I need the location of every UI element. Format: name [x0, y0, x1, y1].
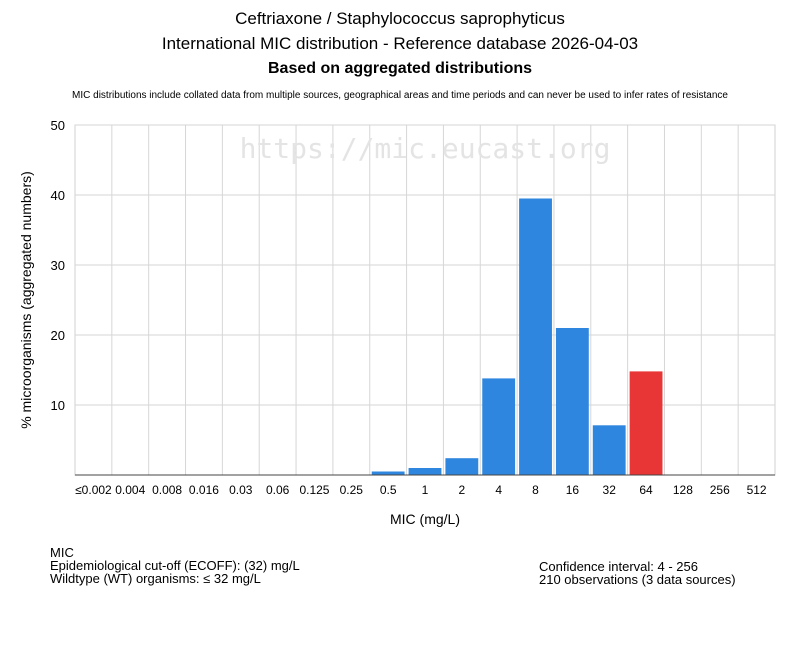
- bar-2: [445, 458, 479, 475]
- bar-8: [519, 198, 552, 475]
- bar-0.5: [371, 471, 405, 475]
- x-axis-label: MIC (mg/L): [390, 511, 460, 527]
- chart-title: Ceftriaxone / Staphylococcus saprophytic…: [235, 9, 565, 28]
- y-axis-label: % microorganisms (aggregated numbers): [18, 171, 34, 429]
- x-tick-label: 32: [603, 483, 617, 497]
- y-tick-label: 10: [51, 398, 65, 413]
- chart-basis: Based on aggregated distributions: [267, 60, 533, 77]
- x-tick-label: 8: [532, 483, 539, 497]
- footer-confidence: Confidence interval: 4 - 256: [539, 559, 698, 574]
- y-tick-label: 50: [51, 118, 65, 133]
- x-tick-label: 256: [710, 483, 730, 497]
- bar-4: [482, 378, 516, 475]
- footer-right: Confidence interval: 4 - 256 210 observa…: [539, 560, 736, 586]
- x-tick-label: 0.5: [380, 483, 397, 497]
- footer-mic-label: MIC: [50, 545, 74, 560]
- x-tick-label: 1: [422, 483, 429, 497]
- footer-wildtype: Wildtype (WT) organisms: ≤ 32 mg/L: [50, 571, 261, 586]
- x-tick-label: 0.06: [266, 483, 290, 497]
- x-tick-label: 0.25: [340, 483, 364, 497]
- chart-subtitle: International MIC distribution - Referen…: [161, 34, 639, 53]
- footer-observations: 210 observations (3 data sources): [539, 572, 736, 587]
- x-tick-label: 0.125: [299, 483, 329, 497]
- x-tick-label: 128: [673, 483, 693, 497]
- y-tick-label: 20: [51, 328, 65, 343]
- x-tick-label: 0.008: [152, 483, 182, 497]
- watermark-text: https://mic.eucast.org: [240, 132, 611, 165]
- x-tick-label: 4: [495, 483, 502, 497]
- x-tick-label: 64: [639, 483, 653, 497]
- footer-ecoff: Epidemiological cut-off (ECOFF): (32) mg…: [50, 558, 300, 573]
- x-tick-label: 0.004: [115, 483, 145, 497]
- bar-16: [555, 328, 589, 475]
- x-tick-label: ≤0.002: [75, 483, 112, 497]
- footer-left: MIC Epidemiological cut-off (ECOFF): (32…: [50, 546, 300, 585]
- disclaimer-note: MIC distributions include collated data …: [72, 90, 728, 101]
- x-tick-label: 512: [747, 483, 767, 497]
- x-tick-label: 0.03: [229, 483, 253, 497]
- bar-32: [592, 425, 626, 475]
- plot-area: [74, 124, 776, 476]
- y-tick-label: 30: [51, 258, 65, 273]
- x-tick-label: 16: [566, 483, 580, 497]
- bar-64: [629, 371, 663, 475]
- x-tick-label: 0.016: [189, 483, 219, 497]
- bar-1: [408, 468, 442, 475]
- y-tick-label: 40: [51, 188, 65, 203]
- x-tick-label: 2: [458, 483, 465, 497]
